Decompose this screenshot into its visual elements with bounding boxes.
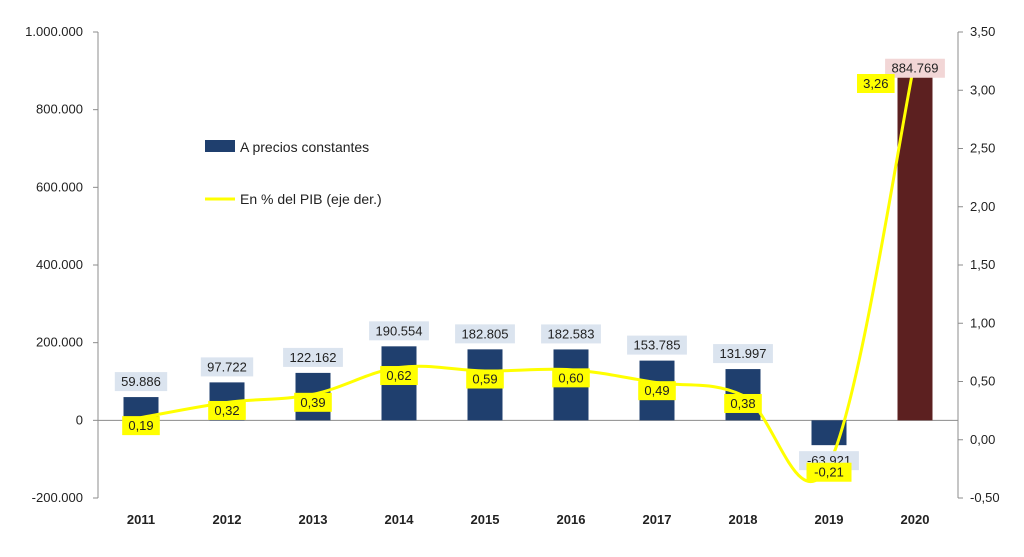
- x-category-label: 2012: [213, 512, 242, 527]
- x-category-label: 2016: [557, 512, 586, 527]
- line-label-bg: [122, 416, 160, 436]
- bars: [123, 76, 933, 446]
- x-category-label: 2015: [471, 512, 500, 527]
- left-tick-label: 400.000: [36, 257, 83, 272]
- right-tick-label: 0,50: [970, 374, 995, 389]
- line-label-bg: [380, 366, 418, 386]
- left-tick-label: 200.000: [36, 335, 83, 350]
- line-value-label: 0,59: [472, 372, 497, 387]
- bar-value-label: 59.886: [121, 374, 161, 389]
- bar-label-bg: [627, 335, 687, 355]
- line-value-label: 3,26: [863, 76, 888, 91]
- pct-gdp-line: [140, 59, 917, 484]
- bar-value-label: 97.722: [207, 359, 247, 374]
- line-value-label: 0,39: [300, 395, 325, 410]
- legend: A precios constantes En % del PIB (eje de…: [205, 139, 382, 207]
- line-value-label: -0,21: [814, 465, 844, 480]
- right-tick-label: -0,50: [970, 490, 1000, 505]
- bar-label-bg: [200, 357, 254, 377]
- bar: [897, 76, 933, 421]
- bar-label-bg: [283, 347, 343, 367]
- left-tick-label: 800.000: [36, 102, 83, 117]
- right-tick-label: 1,50: [970, 257, 995, 272]
- left-tick-label: 600.000: [36, 179, 83, 194]
- axes: -200.000 0 200.000 400.000 600.000 800.000 1.0…: [25, 24, 999, 527]
- line-label-bg: [857, 74, 895, 93]
- bar-label-bg: [114, 372, 168, 392]
- right-tick-label: 0,00: [970, 432, 995, 447]
- legend-bar-label: A precios constantes: [240, 139, 369, 155]
- line-value-label: 0,49: [644, 383, 669, 398]
- line-label-bg: [638, 381, 676, 401]
- bar-label-bg: [885, 58, 945, 78]
- bar-label-bg: [455, 324, 515, 344]
- bar-label-bg: [541, 324, 601, 344]
- bar-value-label: 190.554: [376, 323, 423, 338]
- line-label-bg: [294, 392, 332, 412]
- line-series: [140, 59, 917, 484]
- bar-value-label: 884.769: [892, 61, 939, 76]
- x-category-label: 2019: [815, 512, 844, 527]
- legend-line-label: En % del PIB (eje der.): [240, 191, 382, 207]
- bar-label-bg: [713, 344, 773, 364]
- right-tick-label: 3,50: [970, 24, 995, 39]
- line-label-bg: [208, 400, 246, 420]
- x-category-label: 2017: [643, 512, 672, 527]
- x-category-label: 2013: [299, 512, 328, 527]
- x-category-label: 2018: [729, 512, 758, 527]
- line-label-bg: [724, 393, 762, 413]
- right-tick-label: 2,50: [970, 141, 995, 156]
- x-category-label: 2020: [901, 512, 930, 527]
- right-tick-label: 1,00: [970, 315, 995, 330]
- line-value-label: 0,62: [386, 368, 411, 383]
- bar-value-label: 122.162: [290, 350, 337, 365]
- x-category-label: 2014: [385, 512, 415, 527]
- right-tick-label: 2,00: [970, 199, 995, 214]
- line-label-bg: [806, 462, 852, 482]
- line-value-label: 0,32: [214, 403, 239, 418]
- left-tick-label: 0: [76, 412, 83, 427]
- left-tick-label: 1.000.000: [25, 24, 83, 39]
- bar-label-bg: [369, 321, 429, 341]
- legend-bar-swatch: [205, 140, 235, 152]
- right-tick-label: 3,00: [970, 82, 995, 97]
- bar-value-label: 131.997: [720, 346, 767, 361]
- data-labels: 59.886 97.722 122.162 190.554 182.805 182.583…: [114, 58, 945, 482]
- line-value-label: 0,60: [558, 370, 583, 385]
- bar-value-label: 153.785: [634, 338, 681, 353]
- bar-value-label: 182.583: [548, 326, 595, 341]
- line-label-bg: [466, 369, 504, 389]
- x-category-label: 2011: [127, 512, 155, 527]
- line-value-label: 0,19: [128, 418, 153, 433]
- bar-value-label: 182.805: [462, 326, 509, 341]
- line-value-label: 0,38: [730, 396, 755, 411]
- left-tick-label: -200.000: [32, 490, 83, 505]
- line-label-bg: [552, 368, 590, 388]
